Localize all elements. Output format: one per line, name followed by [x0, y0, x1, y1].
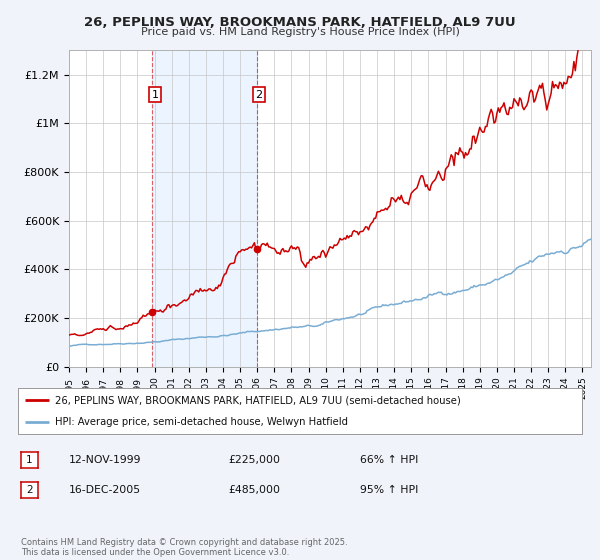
Text: 66% ↑ HPI: 66% ↑ HPI: [360, 455, 418, 465]
Text: 12-NOV-1999: 12-NOV-1999: [69, 455, 142, 465]
Text: 16-DEC-2005: 16-DEC-2005: [69, 485, 141, 495]
Text: 2: 2: [26, 485, 33, 495]
Text: Price paid vs. HM Land Registry's House Price Index (HPI): Price paid vs. HM Land Registry's House …: [140, 27, 460, 37]
Text: £225,000: £225,000: [228, 455, 280, 465]
Text: 26, PEPLINS WAY, BROOKMANS PARK, HATFIELD, AL9 7UU: 26, PEPLINS WAY, BROOKMANS PARK, HATFIEL…: [84, 16, 516, 29]
Text: Contains HM Land Registry data © Crown copyright and database right 2025.
This d: Contains HM Land Registry data © Crown c…: [21, 538, 347, 557]
Text: 1: 1: [26, 455, 33, 465]
Text: £485,000: £485,000: [228, 485, 280, 495]
Text: 1: 1: [151, 90, 158, 100]
Bar: [152, 50, 257, 367]
Text: 26, PEPLINS WAY, BROOKMANS PARK, HATFIELD, AL9 7UU (semi-detached house): 26, PEPLINS WAY, BROOKMANS PARK, HATFIEL…: [55, 395, 460, 405]
Text: HPI: Average price, semi-detached house, Welwyn Hatfield: HPI: Average price, semi-detached house,…: [55, 417, 347, 427]
Text: 95% ↑ HPI: 95% ↑ HPI: [360, 485, 418, 495]
Text: 2: 2: [256, 90, 263, 100]
